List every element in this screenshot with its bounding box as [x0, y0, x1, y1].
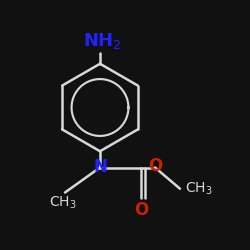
Text: CH$_3$: CH$_3$ — [185, 180, 213, 197]
Text: N: N — [93, 158, 107, 176]
Text: NH$_2$: NH$_2$ — [83, 31, 122, 51]
Text: O: O — [148, 157, 162, 175]
Text: O: O — [134, 201, 148, 219]
Text: CH$_3$: CH$_3$ — [49, 195, 76, 212]
